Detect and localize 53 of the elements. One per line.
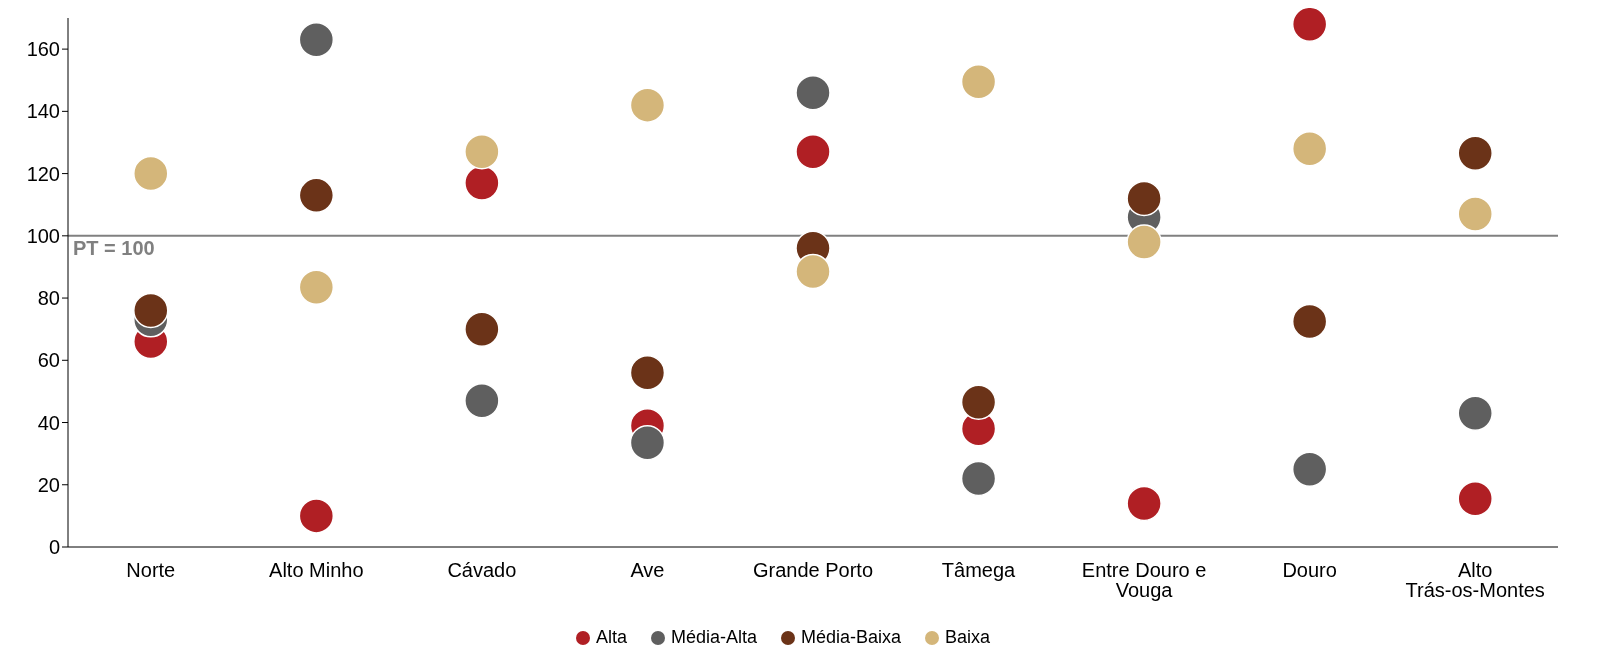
point — [795, 74, 831, 111]
y-tick-label: 60 — [37, 349, 60, 372]
point — [960, 460, 997, 497]
point — [1457, 395, 1493, 431]
point — [629, 87, 666, 123]
y-tick-label: 40 — [37, 411, 60, 434]
x-tick-label: Douro — [1282, 559, 1337, 582]
point — [629, 425, 666, 461]
point — [298, 498, 335, 534]
x-tick-label: Cávado — [447, 559, 517, 582]
y-tick-label: 80 — [37, 287, 60, 310]
x-tick-label: Norte — [126, 559, 176, 582]
legend-label: Média-Baixa — [800, 627, 902, 648]
point — [298, 269, 335, 305]
point — [1291, 451, 1328, 487]
x-tick-label: Tâmega — [941, 559, 1017, 582]
point — [1457, 196, 1493, 232]
point — [960, 64, 997, 100]
point — [1291, 303, 1328, 340]
y-tick-label: 20 — [37, 473, 60, 496]
point — [1291, 130, 1328, 167]
x-tick-label: Grande Porto — [752, 559, 874, 582]
point — [298, 22, 335, 58]
point — [1457, 135, 1493, 172]
point — [1126, 224, 1162, 260]
point — [464, 165, 500, 201]
point — [1126, 485, 1162, 522]
legend-label: Alta — [594, 627, 627, 648]
y-tick-label: 120 — [26, 162, 60, 185]
point — [795, 253, 831, 290]
point — [464, 383, 500, 419]
y-tick-label: 140 — [26, 100, 60, 123]
point — [133, 292, 169, 329]
point — [298, 177, 335, 214]
point — [960, 384, 997, 421]
ref-line-label: PT = 100 — [73, 236, 155, 259]
point — [1291, 8, 1328, 42]
point — [629, 354, 666, 391]
point — [1126, 180, 1162, 217]
x-tick-label: Alto Minho — [269, 559, 364, 582]
legend-label: Média-Alta — [669, 627, 757, 648]
point — [464, 311, 500, 347]
y-tick-label: 160 — [26, 38, 60, 61]
point — [464, 134, 500, 170]
point — [1457, 481, 1493, 517]
y-tick-label: 100 — [26, 224, 60, 247]
x-tick-label: Ave — [630, 559, 665, 582]
point — [133, 155, 169, 192]
x-tick-label: Entre Douro e Vouga — [1081, 559, 1207, 602]
x-tick-label: Alto Trás-os-Montes — [1405, 559, 1545, 602]
y-tick-label: 0 — [48, 536, 60, 559]
point — [795, 134, 831, 170]
legend-label: Baixa — [944, 627, 991, 648]
